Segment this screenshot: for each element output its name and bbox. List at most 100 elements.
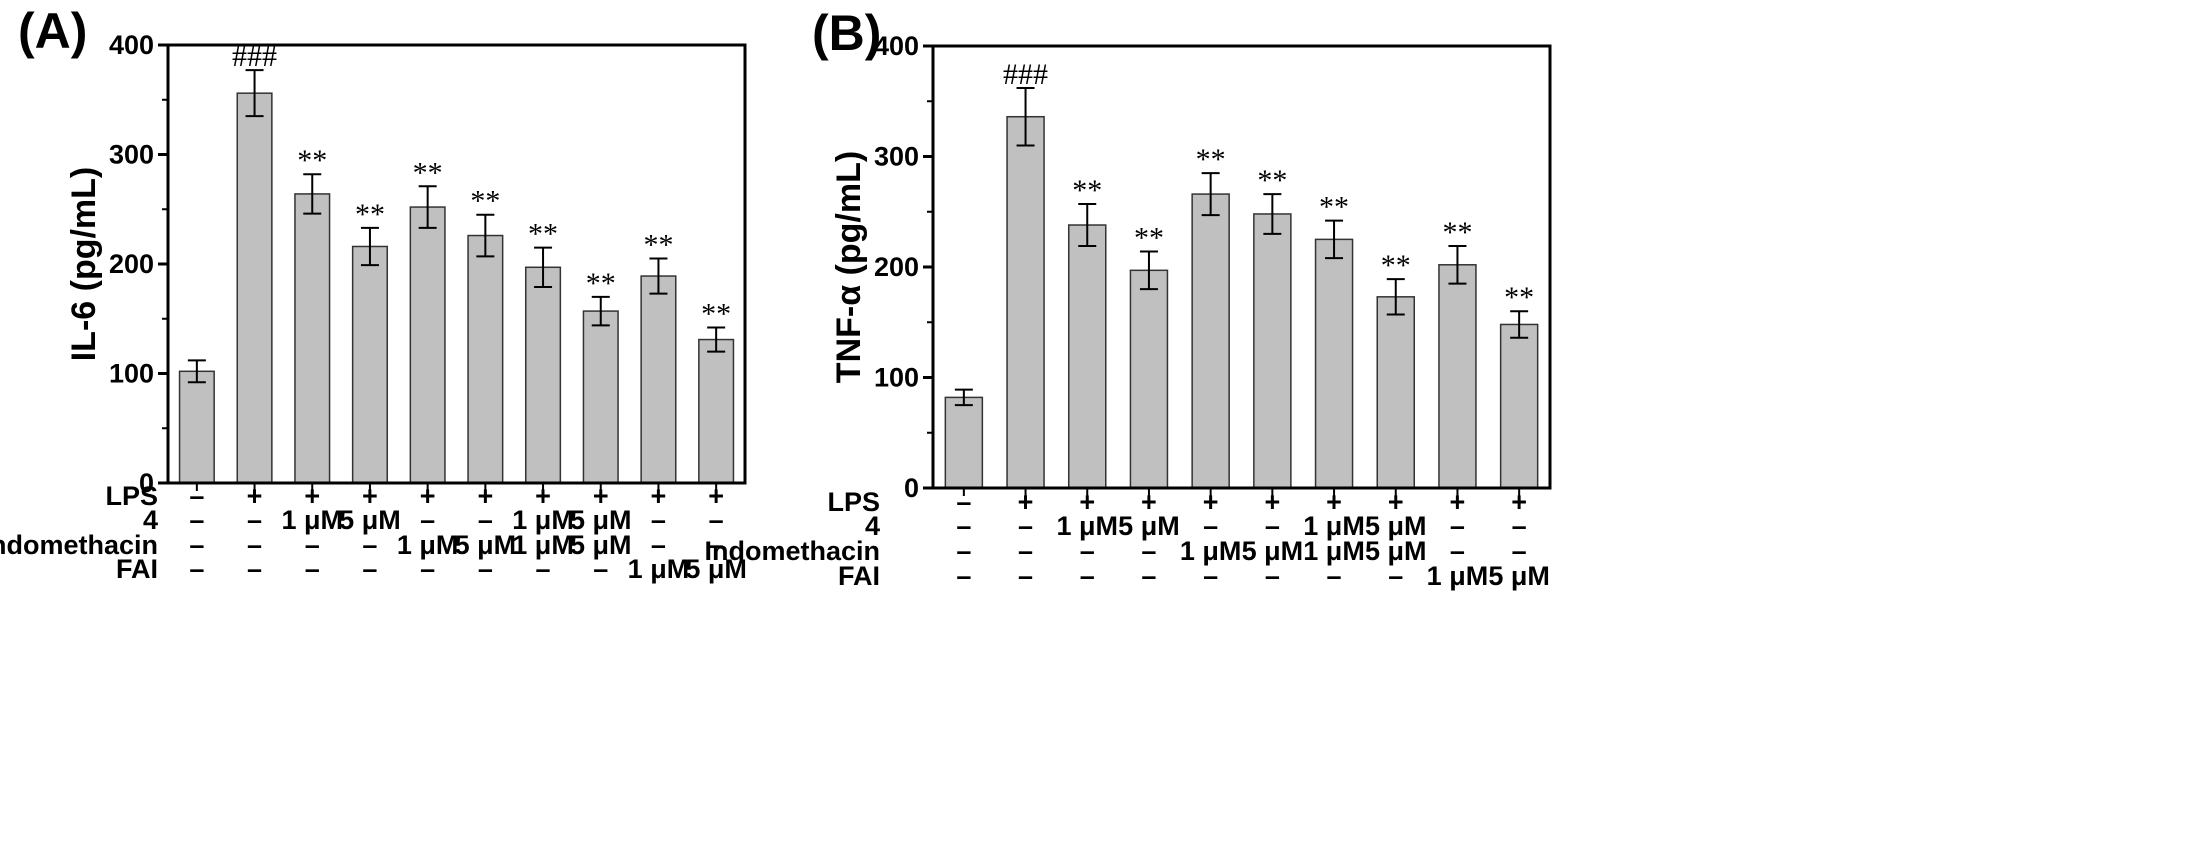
significance-star-label: ** [1442, 216, 1472, 249]
condition-cell: – [247, 554, 262, 584]
condition-cell: 1 μM [1180, 536, 1242, 566]
condition-cell: – [956, 536, 971, 566]
bar [1191, 193, 1230, 489]
condition-row-label: 4 [865, 511, 880, 541]
condition-cell: + [1203, 487, 1219, 517]
condition-cell: – [247, 505, 262, 535]
condition-cell: – [189, 530, 204, 560]
y-tick-label: 400 [109, 30, 154, 60]
condition-cell: 5 μM [1365, 511, 1427, 541]
significance-star-label: ** [1319, 191, 1349, 224]
condition-cell: 1 μM [1427, 561, 1489, 591]
condition-cell: + [420, 481, 436, 511]
condition-cell: 5 μM [455, 530, 517, 560]
bar [1438, 264, 1477, 489]
significance-star-label: ** [586, 267, 616, 300]
condition-cell: + [1141, 487, 1157, 517]
condition-cell: – [1018, 511, 1033, 541]
condition-row-label: LPS [105, 481, 158, 511]
bar [944, 396, 984, 489]
condition-cell: + [593, 481, 609, 511]
significance-star-label: ** [355, 198, 385, 231]
significance-star-label: ** [470, 185, 500, 218]
condition-cell: – [709, 505, 724, 535]
condition-cell: 5 μM [685, 554, 747, 584]
condition-cell: – [651, 505, 666, 535]
condition-cell: 1 μM [1303, 511, 1365, 541]
condition-cell: – [1512, 536, 1527, 566]
condition-row-label: Indomethacin [704, 536, 880, 566]
condition-cell: 1 μM [628, 554, 690, 584]
condition-cell: 1 μM [1056, 511, 1118, 541]
condition-cell: – [189, 505, 204, 535]
condition-cell: – [478, 505, 493, 535]
condition-cell: + [304, 481, 320, 511]
condition-cell: – [247, 530, 262, 560]
bar [1253, 213, 1292, 489]
significance-hash-label: ### [1003, 58, 1048, 91]
significance-star-label: ** [413, 156, 443, 189]
bar [698, 338, 735, 484]
significance-star-label: ** [528, 218, 558, 251]
condition-cell: – [1265, 511, 1280, 541]
y-axis-title: TNF-α (pg/mL) [830, 151, 868, 383]
condition-cell: – [362, 554, 377, 584]
condition-cell: 1 μM [397, 530, 459, 560]
condition-cell: 5 μM [1365, 536, 1427, 566]
y-tick-label: 200 [109, 249, 154, 279]
condition-cell: + [708, 481, 724, 511]
y-tick-label: 400 [874, 31, 919, 61]
bar [178, 370, 215, 484]
condition-cell: – [1018, 536, 1033, 566]
condition-row-label: Indomethacin [0, 530, 158, 560]
panel-label: (B) [812, 5, 881, 61]
condition-cell: 5 μM [570, 505, 632, 535]
condition-cell: – [1203, 561, 1218, 591]
bar [1067, 224, 1107, 489]
bar [1006, 115, 1045, 489]
condition-cell: – [1080, 536, 1095, 566]
condition-cell: – [709, 530, 724, 560]
condition-cell: 1 μM [512, 530, 574, 560]
significance-star-label: ** [1072, 174, 1102, 207]
condition-cell: – [420, 505, 435, 535]
y-axis-title: IL-6 (pg/mL) [65, 167, 103, 362]
panel-a: (A) ###****************0100200300400IL-6 … [0, 3, 747, 584]
bar [1314, 238, 1354, 489]
y-tick-label: 0 [904, 473, 919, 503]
condition-cell: + [1326, 487, 1342, 517]
condition-cell: – [1512, 511, 1527, 541]
condition-cell: – [1141, 561, 1156, 591]
condition-cell: – [420, 554, 435, 584]
condition-cell: – [1080, 561, 1095, 591]
condition-cell: – [593, 554, 608, 584]
condition-cell: 5 μM [570, 530, 632, 560]
condition-cell: – [1450, 536, 1465, 566]
condition-cell: + [362, 481, 378, 511]
significance-star-label: ** [1196, 143, 1226, 176]
condition-cell: – [1450, 511, 1465, 541]
condition-row-label: LPS [827, 487, 880, 517]
condition-cell: + [651, 481, 667, 511]
y-tick-label: 300 [874, 142, 919, 172]
condition-cell: + [1079, 487, 1095, 517]
condition-cell: – [1141, 536, 1156, 566]
bar [640, 275, 677, 484]
condition-cell: + [1388, 487, 1404, 517]
condition-cell: – [956, 487, 971, 517]
condition-cell: 1 μM [1303, 536, 1365, 566]
condition-cell: 1 μM [512, 505, 574, 535]
bar [1499, 323, 1539, 489]
condition-cell: – [478, 554, 493, 584]
condition-cell: + [1018, 487, 1034, 517]
condition-cell: 5 μM [1118, 511, 1180, 541]
y-tick-label: 100 [109, 359, 154, 389]
condition-cell: 1 μM [281, 505, 343, 535]
condition-cell: – [1203, 511, 1218, 541]
bar [351, 245, 389, 484]
condition-cell: + [1264, 487, 1280, 517]
condition-cell: + [535, 481, 551, 511]
y-tick-label: 0 [139, 468, 154, 498]
condition-cell: 5 μM [339, 505, 401, 535]
